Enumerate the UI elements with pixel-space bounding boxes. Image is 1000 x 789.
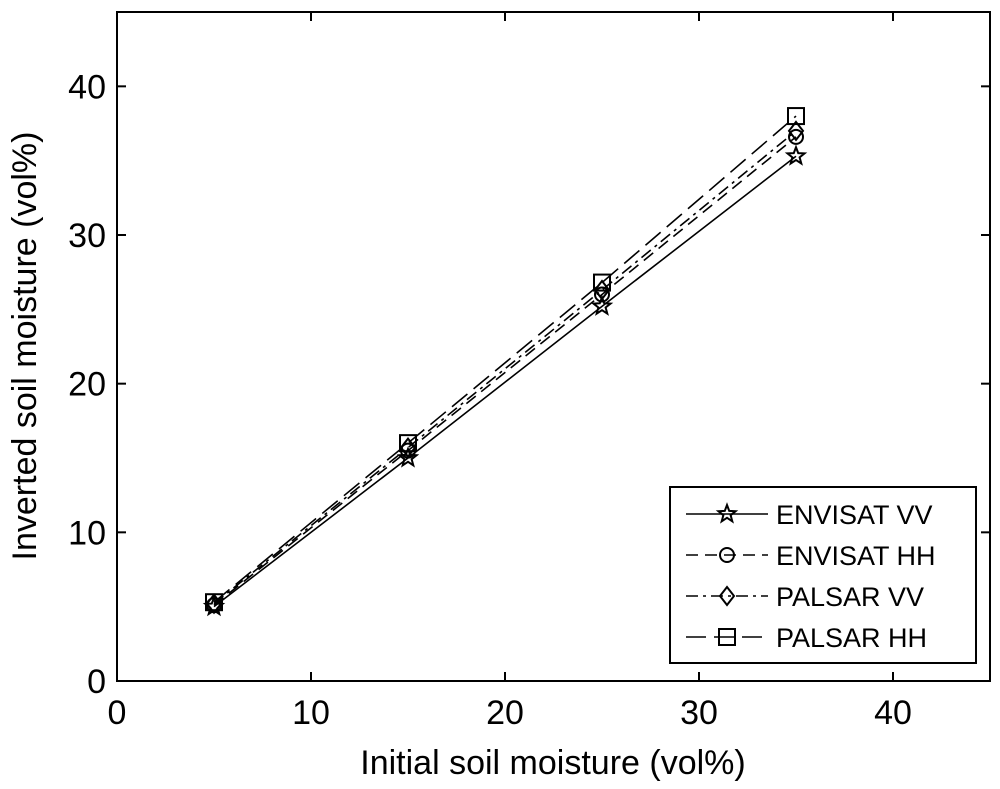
- data-point: [590, 294, 614, 316]
- legend-label: PALSAR HH: [776, 623, 927, 653]
- legend: ENVISAT VV ENVISAT HH PALSAR VV PALSAR HH: [669, 486, 977, 664]
- data-point: [399, 434, 417, 453]
- data-point: [205, 593, 223, 615]
- x-axis: 0 10 20 30 40: [108, 12, 912, 732]
- x-tick-label: 40: [874, 694, 912, 732]
- series-line: [213, 155, 797, 608]
- data-point: [787, 120, 805, 142]
- series-line: [213, 136, 797, 606]
- x-axis-title: Initial soil moisture (vol%): [360, 744, 745, 782]
- legend-label: ENVISAT HH: [776, 541, 936, 571]
- y-tick-label: 30: [68, 217, 106, 255]
- x-tick-label: 10: [292, 694, 330, 732]
- series-line: [213, 115, 797, 603]
- data-point: [788, 128, 804, 145]
- y-tick-label: 0: [87, 663, 106, 701]
- y-tick-label: 10: [68, 514, 106, 552]
- legend-marker: [718, 585, 736, 607]
- legend-label: ENVISAT VV: [776, 500, 933, 530]
- data-point: [205, 593, 223, 612]
- legend-entry: ENVISAT VV: [686, 500, 933, 530]
- legend-box: [669, 486, 977, 664]
- data-point: [787, 107, 805, 126]
- legend-label: PALSAR VV: [776, 582, 924, 612]
- series-layer: [202, 107, 808, 617]
- x-tick-label: 30: [680, 694, 718, 732]
- data-point: [594, 286, 610, 303]
- legend-entry: PALSAR HH: [686, 623, 927, 653]
- legend-entry: ENVISAT HH: [686, 541, 936, 571]
- y-tick-label: 40: [68, 68, 106, 106]
- series-palsar-vv: [205, 120, 805, 615]
- x-tick-label: 0: [108, 694, 127, 732]
- y-tick-label: 20: [68, 366, 106, 404]
- legend-marker: [715, 502, 739, 524]
- legend-marker: [719, 547, 735, 563]
- data-point: [399, 436, 417, 459]
- data-point: [593, 273, 611, 292]
- series-palsar-hh: [205, 107, 805, 612]
- legend-entry: PALSAR VV: [686, 582, 924, 612]
- data-point: [784, 144, 808, 166]
- y-axis-title: Inverted soil moisture (vol%): [6, 132, 44, 561]
- data-point: [593, 279, 611, 301]
- y-axis: 0 10 20 30 40: [68, 68, 990, 701]
- x-tick-label: 20: [486, 694, 524, 732]
- legend-marker: [718, 628, 736, 646]
